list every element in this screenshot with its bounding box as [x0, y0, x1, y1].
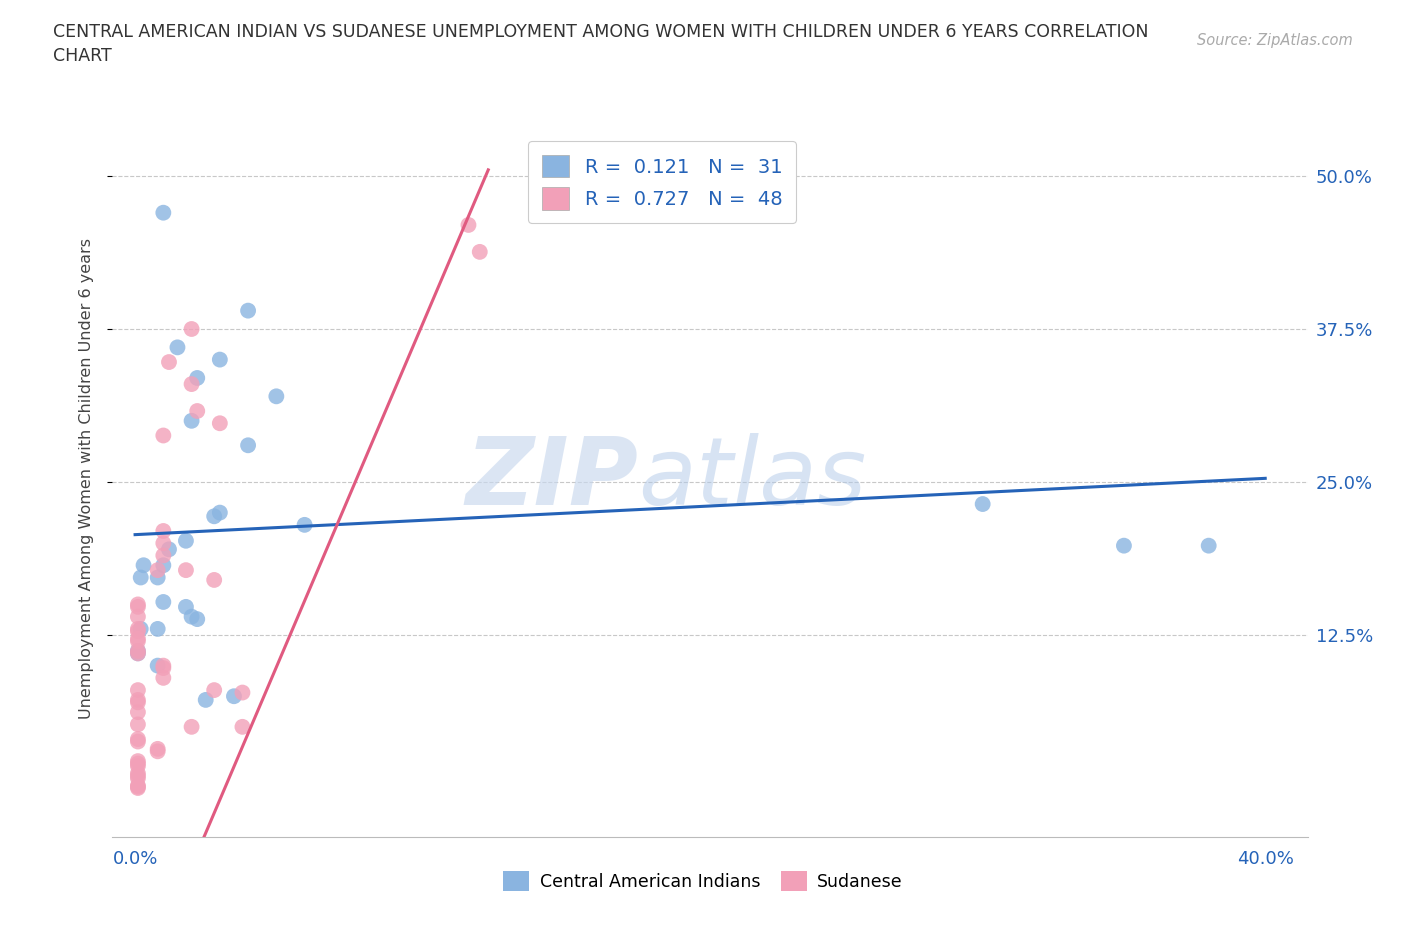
Point — [180, 720, 202, 735]
Point — [1198, 538, 1220, 553]
Point — [127, 753, 149, 768]
Point — [146, 563, 169, 578]
Y-axis label: Unemployment Among Women with Children Under 6 years: Unemployment Among Women with Children U… — [79, 238, 94, 720]
Point — [152, 548, 174, 563]
Point — [129, 570, 152, 585]
Point — [174, 533, 197, 548]
Point — [202, 509, 225, 524]
Legend: R =  0.121   N =  31, R =  0.727   N =  48: R = 0.121 N = 31, R = 0.727 N = 48 — [529, 141, 796, 223]
Point — [266, 389, 288, 404]
Point — [202, 573, 225, 588]
Point — [127, 621, 149, 636]
Text: Source: ZipAtlas.com: Source: ZipAtlas.com — [1197, 33, 1353, 47]
Point — [186, 612, 208, 627]
Point — [127, 717, 149, 732]
Point — [194, 693, 217, 708]
Point — [146, 744, 169, 759]
Point — [202, 683, 225, 698]
Point — [127, 732, 149, 747]
Point — [127, 633, 149, 648]
Point — [127, 631, 149, 646]
Point — [152, 536, 174, 551]
Point — [180, 609, 202, 624]
Point — [157, 354, 180, 369]
Legend: Central American Indians, Sudanese: Central American Indians, Sudanese — [496, 864, 910, 898]
Point — [127, 609, 149, 624]
Point — [152, 428, 174, 443]
Point — [127, 734, 149, 749]
Point — [208, 505, 231, 520]
Point — [127, 780, 149, 795]
Point — [457, 218, 479, 232]
Point — [129, 621, 152, 636]
Point — [222, 689, 245, 704]
Point — [231, 720, 253, 735]
Point — [236, 303, 259, 318]
Point — [127, 624, 149, 639]
Point — [146, 621, 169, 636]
Point — [152, 206, 174, 220]
Point — [294, 517, 316, 532]
Point — [127, 705, 149, 720]
Point — [152, 671, 174, 685]
Point — [152, 658, 174, 673]
Point — [208, 416, 231, 431]
Point — [127, 779, 149, 794]
Point — [127, 759, 149, 774]
Point — [127, 768, 149, 783]
Text: atlas: atlas — [638, 433, 866, 525]
Point — [152, 594, 174, 609]
Point — [180, 322, 202, 337]
Point — [186, 404, 208, 418]
Point — [152, 558, 174, 573]
Point — [146, 570, 169, 585]
Text: ZIP: ZIP — [465, 433, 638, 525]
Point — [231, 685, 253, 700]
Point — [180, 413, 202, 428]
Point — [1112, 538, 1135, 553]
Point — [127, 683, 149, 698]
Point — [127, 771, 149, 786]
Point — [146, 741, 169, 756]
Point — [127, 644, 149, 658]
Point — [174, 600, 197, 615]
Point — [127, 646, 149, 661]
Point — [157, 542, 180, 557]
Point — [180, 377, 202, 392]
Point — [127, 693, 149, 708]
Point — [127, 766, 149, 781]
Point — [127, 597, 149, 612]
Point — [186, 370, 208, 385]
Point — [127, 600, 149, 615]
Point — [166, 340, 188, 355]
Point — [236, 438, 259, 453]
Point — [127, 695, 149, 710]
Point — [152, 524, 174, 538]
Text: CENTRAL AMERICAN INDIAN VS SUDANESE UNEMPLOYMENT AMONG WOMEN WITH CHILDREN UNDER: CENTRAL AMERICAN INDIAN VS SUDANESE UNEM… — [53, 23, 1149, 65]
Point — [127, 778, 149, 793]
Point — [174, 563, 197, 578]
Point — [208, 352, 231, 367]
Point — [132, 558, 155, 573]
Point — [127, 646, 149, 661]
Point — [468, 245, 491, 259]
Point — [127, 644, 149, 658]
Point — [152, 660, 174, 675]
Point — [146, 658, 169, 673]
Point — [127, 756, 149, 771]
Point — [972, 497, 994, 512]
